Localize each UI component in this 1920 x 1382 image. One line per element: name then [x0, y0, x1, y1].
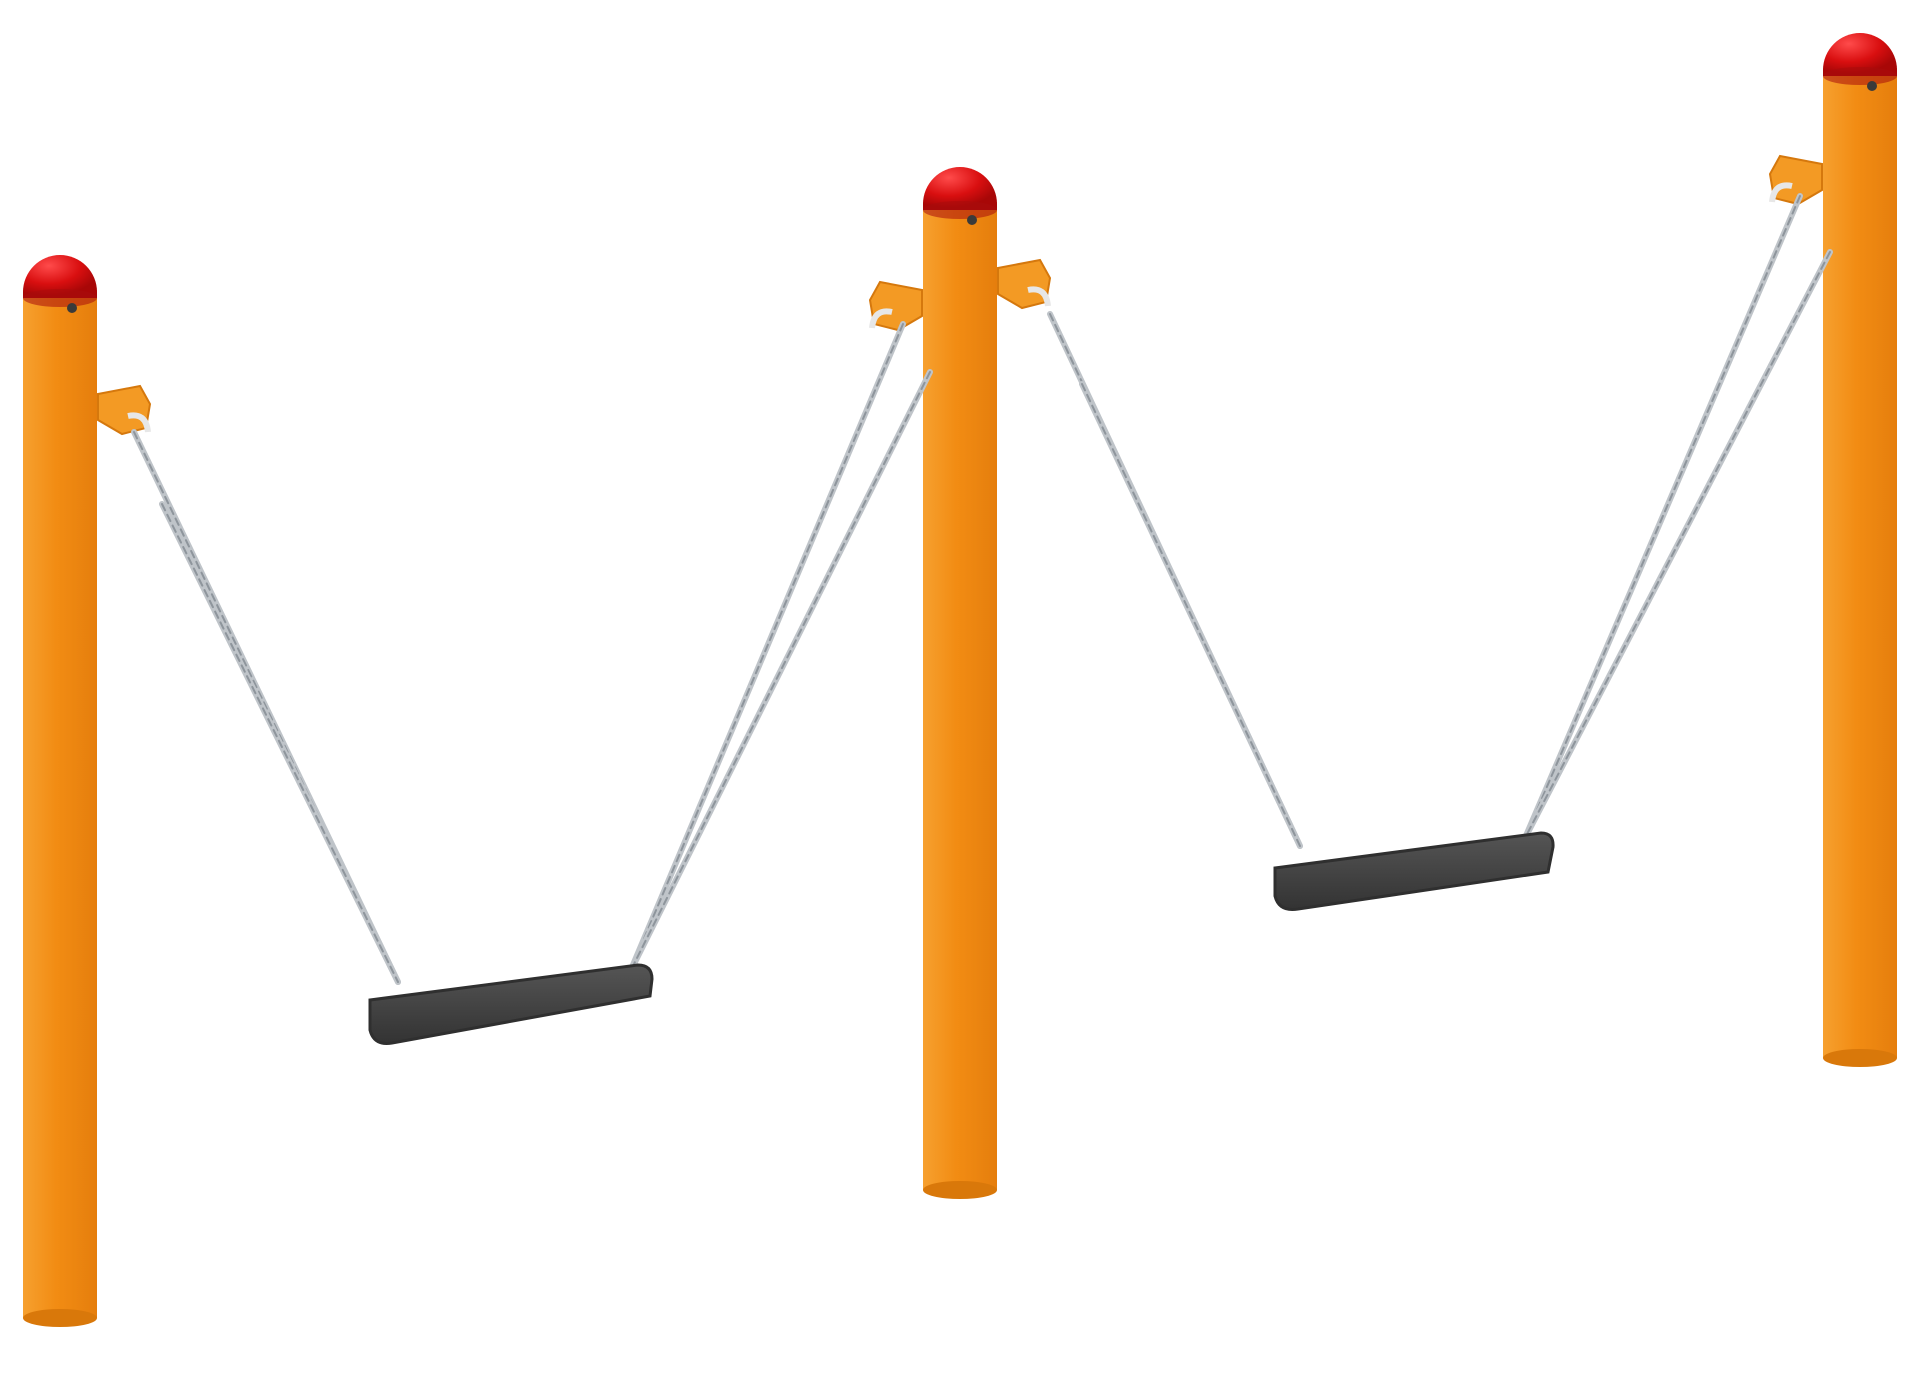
chain-links: [1081, 383, 1301, 847]
bracket-icon: [1768, 154, 1823, 206]
cap-icon: [1823, 33, 1897, 76]
chain-right-seat-back: [1079, 381, 1303, 849]
post-right: [1823, 33, 1897, 1067]
bolt-icon: [1867, 81, 1877, 91]
cap-rim: [23, 289, 97, 307]
chain-right-seat-to-right-front: [1522, 193, 1803, 841]
bolt-icon: [967, 215, 977, 225]
cap-icon: [23, 255, 97, 298]
bolt-icon: [67, 303, 77, 313]
post-icon: [923, 202, 997, 1190]
bracket-icon: [97, 384, 152, 436]
chain-links: [161, 503, 399, 983]
chain-right-seat-to-right-back: [1522, 249, 1833, 841]
bracket-icon: [868, 280, 923, 332]
seat-left: [368, 963, 654, 1045]
chain-links: [1524, 251, 1831, 839]
chain-links: [1524, 195, 1801, 839]
chain-left-seat-to-middle-front: [627, 321, 906, 975]
posts: [23, 33, 1897, 1327]
post-middle: [923, 167, 997, 1199]
chain-links: [629, 371, 931, 973]
cap-rim: [923, 201, 997, 219]
cap-icon: [923, 167, 997, 210]
seat-icon: [1273, 831, 1555, 911]
chain-links: [629, 323, 904, 973]
chain-left-seat-back: [159, 501, 401, 985]
brackets: [97, 154, 1823, 436]
post-icon: [23, 290, 97, 1318]
seats: [368, 831, 1555, 1045]
post-base: [1823, 1049, 1897, 1067]
chains: [131, 193, 1833, 985]
post-base: [23, 1309, 97, 1327]
seat-icon: [368, 963, 654, 1045]
seat-right: [1273, 831, 1555, 911]
bracket-icon: [997, 258, 1052, 310]
cap-rim: [1823, 67, 1897, 85]
post-base: [923, 1181, 997, 1199]
post-left: [23, 255, 97, 1327]
post-icon: [1823, 68, 1897, 1058]
chain-left-seat-to-middle-back: [627, 369, 933, 975]
